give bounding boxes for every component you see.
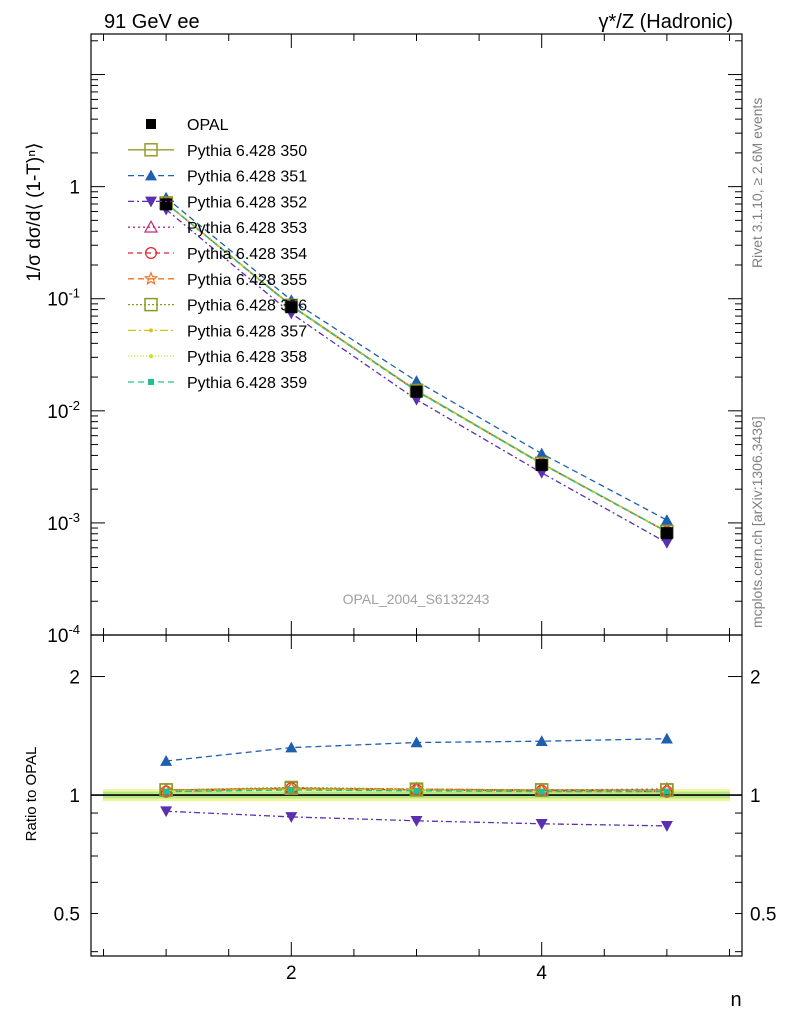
data-point (535, 735, 548, 747)
x-axis-label: n (730, 989, 741, 1011)
data-point (149, 354, 153, 359)
legend-label: Pythia 6.428 359 (187, 375, 307, 392)
mcplots-label: mcplots.cern.ch [arXiv:1306.3436] (749, 416, 765, 628)
data-point (149, 328, 153, 333)
data-point (145, 196, 157, 208)
data-point (660, 514, 673, 525)
xtick-label: 4 (536, 963, 547, 984)
data-point (146, 119, 156, 129)
main-panel-series (158, 191, 675, 549)
main-ytick-label: 10-1 (47, 286, 80, 311)
analysis-watermark: OPAL_2004_S6132243 (343, 591, 490, 607)
main-ylabel: 1/σ dσ/d⟨ (1-T)ⁿ⟩ (24, 142, 45, 281)
legend-label: Pythia 6.428 355 (187, 272, 307, 289)
data-point (660, 537, 673, 549)
rivet-label: Rivet 3.1.10, ≥ 2.6M events (749, 98, 765, 268)
legend-label: Pythia 6.428 350 (187, 143, 307, 160)
ratio-panel-frame (90, 634, 743, 957)
data-point (409, 782, 424, 796)
data-point (660, 783, 674, 797)
ratio-ytick-label-right: 1 (750, 786, 761, 807)
series-line (166, 789, 667, 793)
ratio-ylabel: Ratio to OPAL (23, 747, 40, 842)
ratio-ytick-label: 2 (69, 668, 80, 689)
main-ytick-label: 10-4 (47, 622, 80, 647)
data-point (413, 787, 420, 794)
data-point (145, 247, 158, 260)
ratio-panel-ticks: 0.5 0.5 1 1 2 2 2 4 (54, 635, 776, 984)
data-point (284, 780, 299, 795)
data-point (410, 375, 423, 386)
series-line (166, 786, 667, 791)
legend-label: Pythia 6.428 353 (187, 220, 307, 237)
data-point (660, 732, 673, 744)
series-line (165, 208, 668, 544)
legend-label: OPAL (187, 117, 229, 134)
data-point (534, 783, 549, 797)
data-point (535, 447, 548, 459)
legend-label: Pythia 6.428 356 (187, 298, 307, 315)
data-point (160, 806, 173, 818)
data-point (159, 783, 173, 797)
data-point (163, 788, 170, 795)
data-point (410, 736, 423, 748)
data-point (285, 741, 298, 753)
data-point (663, 788, 670, 795)
ratio-panel-series (158, 732, 675, 832)
data-point (143, 219, 159, 233)
main-panel-ticks: 10-4 10-3 10-2 10-1 1 (47, 34, 742, 647)
data-point (535, 459, 548, 472)
series-line (165, 202, 668, 533)
data-point (160, 755, 173, 766)
data-point (144, 143, 158, 157)
xtick-label: 2 (286, 963, 297, 984)
legend-label: Pythia 6.428 351 (187, 169, 307, 186)
data-point (410, 385, 423, 398)
data-point (535, 819, 548, 830)
data-point (538, 788, 545, 795)
legend: OPAL Pythia 6.428 350 Pythia 6.428 351 Pyth… (128, 117, 307, 392)
data-point (160, 198, 173, 211)
data-point (145, 169, 157, 181)
ratio-ytick-label: 0.5 (54, 905, 80, 926)
main-ytick-label: 1 (69, 178, 80, 199)
data-point (285, 301, 298, 314)
legend-label: Pythia 6.428 352 (187, 194, 307, 211)
data-point (660, 821, 673, 832)
main-ytick-label: 10-3 (47, 510, 80, 535)
header-right: γ*/Z (Hadronic) (599, 11, 733, 33)
legend-label: Pythia 6.428 357 (187, 323, 307, 340)
legend-label: Pythia 6.428 354 (187, 246, 307, 263)
data-point (148, 379, 154, 385)
data-point (285, 812, 298, 823)
data-point (144, 297, 158, 312)
header-left: 91 GeV ee (104, 11, 200, 33)
main-ytick-label: 10-2 (47, 398, 80, 423)
data-point (288, 786, 295, 793)
legend-label: Pythia 6.428 358 (187, 349, 307, 366)
ratio-ytick-label-right: 0.5 (750, 905, 776, 926)
data-point (410, 816, 423, 827)
data-point (660, 527, 673, 540)
data-point (143, 271, 159, 285)
ratio-ytick-label: 1 (69, 786, 80, 807)
ratio-ytick-label-right: 2 (750, 668, 761, 689)
